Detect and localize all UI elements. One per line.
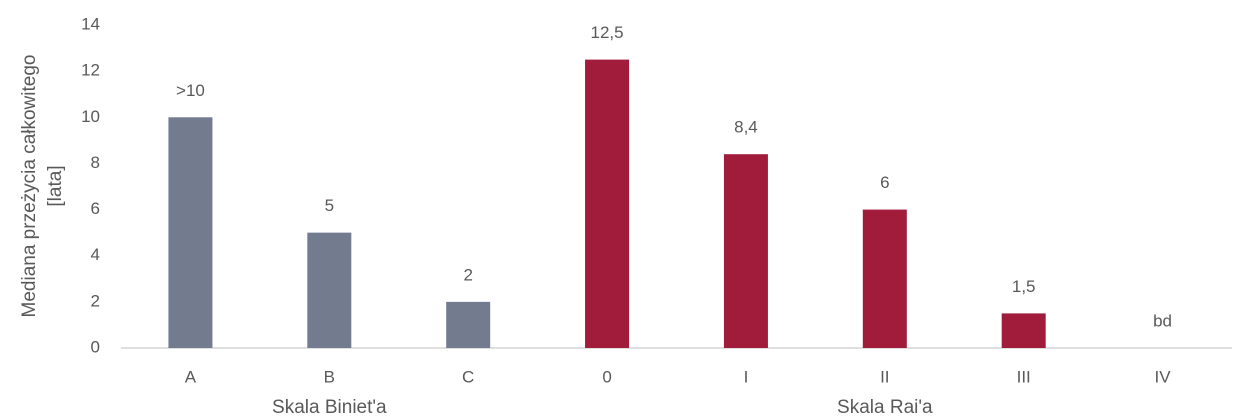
y-tick-label: 4 [91,245,100,264]
data-label: 1,5 [1012,277,1036,296]
data-label: 12,5 [591,23,624,42]
data-label: 6 [880,173,889,192]
x-tick-label: IV [1155,367,1172,386]
y-tick-label: 2 [91,291,100,310]
data-label: >10 [176,81,205,100]
x-tick-label: II [880,367,889,386]
x-tick-label: I [744,367,749,386]
bar [862,209,907,348]
data-label: bd [1153,311,1172,330]
y-tick-label: 12 [81,61,100,80]
bar [1001,313,1046,348]
group-label: Skala Biniet'a [272,397,387,418]
bar [446,301,491,348]
y-tick-label: 8 [91,153,100,172]
data-label: 2 [463,265,472,284]
x-tick-label: C [462,367,474,386]
y-tick-label: 0 [91,337,100,356]
bar [168,117,213,349]
x-tick-label: 0 [602,367,611,386]
x-tick-label: A [185,367,197,386]
bar [585,59,630,348]
bar [723,154,768,348]
x-tick-label: B [324,367,335,386]
y-axis-title: Mediana przeżycia całkowitego [lata] [19,55,66,318]
data-label: 5 [325,196,334,215]
y-tick-label: 14 [81,14,100,33]
y-tick-label: 10 [81,107,100,126]
group-label: Skala Rai'a [837,397,933,418]
y-axis-title-line: [lata] [45,165,66,206]
bar [307,232,352,348]
data-label: 8,4 [734,118,758,137]
y-axis-title-line: Mediana przeżycia całkowitego [19,55,40,318]
x-tick-label: III [1017,367,1031,386]
y-tick-label: 6 [91,199,100,218]
